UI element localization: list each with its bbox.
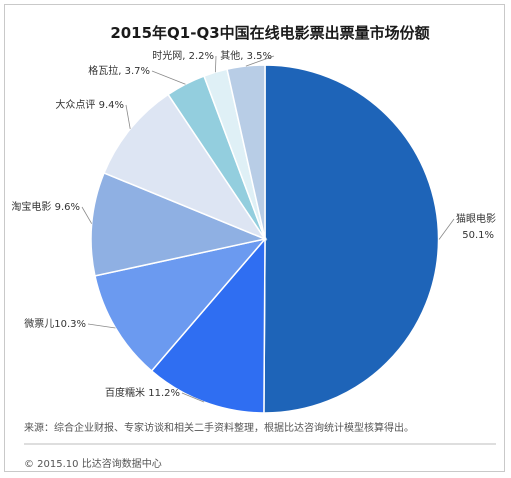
slice-label: 百度糯米 11.2% [105, 386, 180, 399]
leader-line [151, 70, 186, 85]
pie-slice [94, 237, 268, 373]
leader-line [125, 104, 131, 129]
slice-label: 其他, 3.5% [220, 49, 272, 62]
slice-labels: 猫眼电影 50.1% 百度糯米 11.2% 微票儿10.3% 淘宝电影 9.6% 大众点评… [11, 49, 496, 399]
leader-line [181, 392, 205, 403]
slice-label: 大众点评 9.4% [55, 98, 124, 111]
pie-slices [90, 64, 440, 414]
slice-label: 猫眼电影 50.1% [456, 212, 496, 241]
slice-label: 淘宝电影 9.6% [11, 200, 80, 213]
leader-line [87, 323, 116, 329]
pie-slice [90, 171, 268, 277]
slice-label: 时光网, 2.2% [152, 49, 214, 62]
source-note: 来源：综合企业财报、专家访谈和相关二手资料整理，根据比达咨询统计模型核算得出。 [24, 421, 414, 434]
chart-title: 2015年Q1-Q3中国在线电影票出票量市场份额 [110, 24, 429, 42]
leader-line [438, 218, 455, 240]
leader-line [81, 206, 93, 224]
pie-slice [263, 64, 440, 414]
slice-label: 微票儿10.3% [24, 317, 86, 330]
leader-line [245, 55, 275, 67]
label-leader-lines [81, 55, 455, 403]
copyright-note: © 2015.10 比达咨询数据中心 [24, 457, 162, 470]
slice-label: 格瓦拉, 3.7% [88, 64, 150, 77]
leader-line [215, 55, 217, 73]
pie-slice [103, 93, 267, 241]
